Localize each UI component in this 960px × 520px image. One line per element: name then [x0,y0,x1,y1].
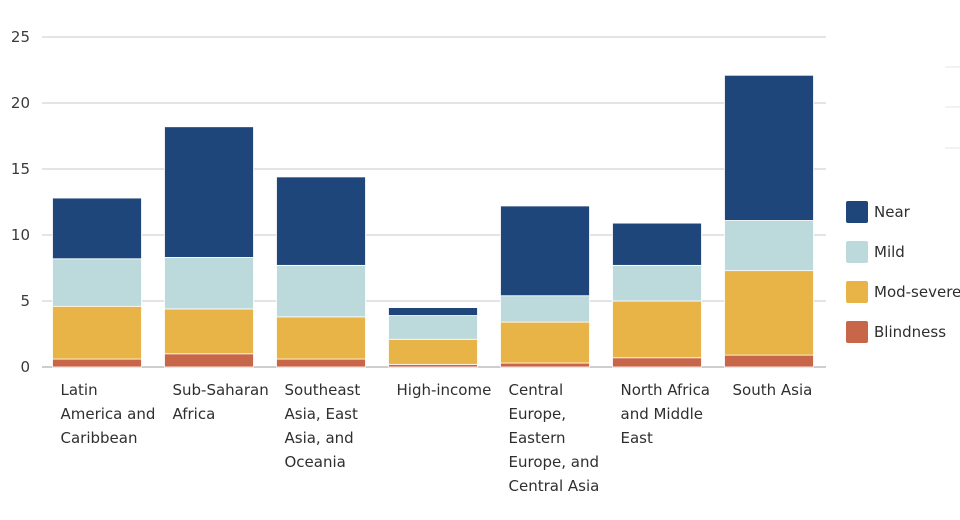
x-category-label-line: Sub-Saharan [173,381,269,399]
x-category-label-line: North Africa [621,381,711,399]
bar-segment-blindness[interactable] [52,358,142,368]
legend-swatch [846,321,868,343]
bar-segment-mod-severe[interactable] [276,316,366,360]
bar-segment-mod-severe[interactable] [500,321,590,364]
bar-segment-mild[interactable] [724,220,814,272]
legend: Near Mild Mod-severe Blindness [846,201,960,343]
x-category-label: Central Europe, Eastern Europe, and Central … [509,381,600,495]
x-category-label: Southeast Asia, East Asia, and Oceania [285,381,361,471]
x-category-label-line: Eastern [509,429,566,447]
bar-segment-near[interactable] [388,307,478,316]
legend-label: Blindness [874,323,946,341]
bar-segment-mild[interactable] [276,264,366,318]
legend-swatch [846,201,868,223]
x-category-label-line: Europe, [509,405,567,423]
x-category-label-line: South Asia [733,381,813,399]
bar-segment-mod-severe[interactable] [724,270,814,356]
legend-label: Mod-severe [874,283,960,301]
bar-segment-blindness[interactable] [164,353,254,368]
x-category-label-line: Asia, and [285,429,354,447]
x-category-label-line: High-income [397,381,492,399]
x-category-label-line: Central Asia [509,477,600,495]
bar-segment-near[interactable] [164,126,254,258]
bar-segment-mod-severe[interactable] [612,300,702,359]
x-category-label-line: Latin [61,381,98,399]
x-category-label: North Africa and Middle East [621,381,711,447]
y-tick-label: 0 [20,358,30,376]
x-category-label-line: Africa [173,405,216,423]
x-category-label: Sub-Saharan Africa [173,381,269,423]
bar-segment-mild[interactable] [500,295,590,323]
bar-segment-near[interactable] [276,176,366,266]
legend-label: Near [874,203,911,221]
bar-segment-mild[interactable] [612,264,702,302]
x-category-label-line: Southeast [285,381,361,399]
bars [52,74,814,368]
bar-segment-mod-severe[interactable] [52,305,142,360]
x-category-label-line: East [621,429,653,447]
x-category-label-line: Oceania [285,453,346,471]
side-panel-fragment [945,66,960,149]
legend-swatch [846,241,868,263]
x-category-label-line: Caribbean [61,429,138,447]
x-category-label: Latin America and Caribbean [61,381,156,447]
y-tick-label: 20 [11,94,30,112]
bar-segment-blindness[interactable] [612,357,702,368]
y-tick-label: 25 [11,28,30,46]
bar-segment-near[interactable] [724,74,814,221]
legend-swatch [846,281,868,303]
x-category-label-line: Asia, East [285,405,358,423]
bar-segment-near[interactable] [52,197,142,260]
bar-segment-mod-severe[interactable] [164,308,254,355]
bar-segment-mild[interactable] [52,258,142,307]
bar-segment-blindness[interactable] [724,354,814,368]
bar-segment-near[interactable] [500,205,590,297]
y-axis-ticks: 0 5 10 15 20 25 [11,28,30,376]
bar-segment-near[interactable] [612,222,702,266]
x-axis-labels: Latin America and Caribbean Sub-Saharan Afri… [61,381,813,495]
x-category-label-line: Central [509,381,564,399]
bar-segment-mild[interactable] [164,257,254,310]
x-category-label: South Asia [733,381,813,399]
y-tick-label: 15 [11,160,30,178]
x-category-label-line: America and [61,405,156,423]
y-tick-label: 5 [20,292,30,310]
x-category-label-line: and Middle [621,405,704,423]
bar-segment-mod-severe[interactable] [388,338,478,365]
bar-segment-mild[interactable] [388,315,478,340]
legend-label: Mild [874,243,905,261]
x-category-label: High-income [397,381,492,399]
x-category-label-line: Europe, and [509,453,600,471]
y-tick-label: 10 [11,226,30,244]
bar-segment-blindness[interactable] [500,362,590,368]
bar-segment-blindness[interactable] [276,358,366,368]
